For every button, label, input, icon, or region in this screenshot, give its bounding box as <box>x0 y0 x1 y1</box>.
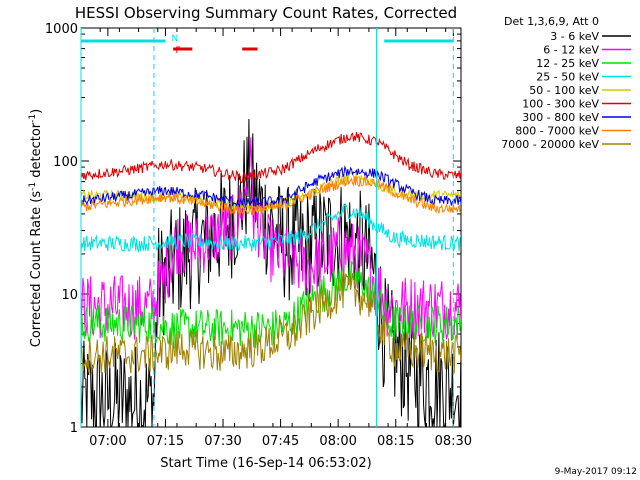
series-line <box>81 118 461 427</box>
y-axis-label: Corrected Count Rate (s-1 detector-1) <box>28 109 44 347</box>
y-tick-label: 10 <box>61 288 78 303</box>
y-tick-label: 100 <box>53 155 78 170</box>
legend-title: Det 1,3,6,9, Att 0 <box>504 15 599 28</box>
x-tick-label: 08:00 <box>319 434 356 449</box>
x-tick-label: 07:30 <box>204 434 241 449</box>
legend-label: 6 - 12 keV <box>543 44 599 57</box>
footer-date: 9-May-2017 09:12 <box>555 467 637 477</box>
legend-label: 7000 - 20000 keV <box>501 138 599 151</box>
y-axis-label-sup1: -1 <box>28 182 38 191</box>
series-line <box>81 175 461 217</box>
x-tick-label: 08:15 <box>377 434 414 449</box>
series-line <box>81 132 461 184</box>
x-tick-label: 07:45 <box>262 434 299 449</box>
series-line <box>81 203 461 254</box>
y-tick-label: 1 <box>70 421 78 436</box>
legend-label: 300 - 800 keV <box>522 111 599 124</box>
x-tick-label: 07:00 <box>89 434 126 449</box>
y-axis-label-pre: Corrected Count Rate (s <box>29 191 44 348</box>
series-line <box>81 165 461 208</box>
flag-label: F <box>175 46 180 56</box>
legend-label: 800 - 7000 keV <box>515 125 599 138</box>
flag-label: N <box>171 34 178 44</box>
x-axis-label: Start Time (16-Sep-14 06:53:02) <box>160 456 371 471</box>
y-tick-label: 1000 <box>45 22 78 37</box>
legend-label: 12 - 25 keV <box>536 57 599 70</box>
chart-title: HESSI Observing Summary Count Rates, Cor… <box>75 4 457 22</box>
legend-label: 25 - 50 keV <box>536 71 599 84</box>
series-line <box>81 260 461 350</box>
legend-label: 50 - 100 keV <box>529 84 599 97</box>
y-axis-label-mid: detector <box>29 122 44 182</box>
x-tick-label: 08:30 <box>435 434 472 449</box>
series-line <box>81 270 461 375</box>
x-tick-label: 07:15 <box>147 434 184 449</box>
legend-label: 3 - 6 keV <box>550 30 599 43</box>
y-axis-label-sup2: -1 <box>28 114 38 123</box>
legend-label: 100 - 300 keV <box>522 98 599 111</box>
y-axis-label-post: ) <box>29 109 44 114</box>
plot-area: 1 10 100 1000 07:00 07:15 07:30 07:45 08:00 08:15… <box>45 22 472 449</box>
